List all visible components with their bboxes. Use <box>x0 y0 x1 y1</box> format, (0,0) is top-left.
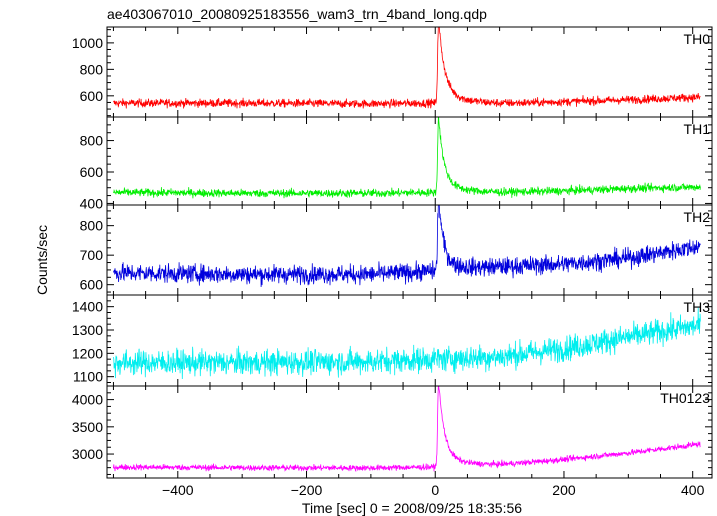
y-tick-label: 1100 <box>73 369 103 385</box>
panel-frame <box>106 385 713 479</box>
y-tick-label: 3500 <box>72 419 103 435</box>
y-tick-label: 800 <box>80 218 104 234</box>
y-tick-label: 1200 <box>72 345 103 361</box>
y-tick-label: 700 <box>80 247 104 263</box>
panel-label: TH1 <box>684 121 711 137</box>
series-line-th0 <box>113 27 701 109</box>
panel-th0123: 3000 3500 4000 TH0123 <box>72 385 713 479</box>
y-tick-label: 800 <box>80 61 104 77</box>
panel-th2: 600 700 800 TH2 <box>80 204 713 296</box>
panel-label: TH3 <box>684 299 711 315</box>
x-tick-label: −400 <box>162 482 194 498</box>
panel-label: TH0123 <box>660 390 710 406</box>
panel-th1: 400 600 800 TH1 <box>80 116 713 211</box>
y-tick-label: 3000 <box>72 446 103 462</box>
y-tick-label: 1000 <box>72 35 103 51</box>
panel-th0: 600 800 1000 TH0 <box>72 26 713 118</box>
x-tick-label: −200 <box>291 482 323 498</box>
panel-label: TH0 <box>684 31 711 47</box>
x-tick-label: 0 <box>431 482 439 498</box>
series-line-th1 <box>113 117 701 199</box>
y-tick-label: 600 <box>80 164 104 180</box>
x-axis-label: Time [sec] 0 = 2008/09/25 18:35:56 <box>302 500 522 516</box>
y-tick-label: 600 <box>80 277 104 293</box>
y-tick-label: 800 <box>80 133 104 149</box>
y-tick-label: 600 <box>80 88 104 104</box>
y-tick-label: 4000 <box>72 392 103 408</box>
panel-th3: 1100 1200 1300 1400 TH3 <box>72 294 713 387</box>
series-line-th2 <box>113 205 701 288</box>
panels-group: 600 800 1000 TH0 400 600 800 TH1 600 700 800 TH2 110… <box>72 26 713 479</box>
x-axis: −400 −200 0 200 400 <box>162 482 705 498</box>
y-tick-label: 1300 <box>72 322 103 338</box>
y-tick-label: 1400 <box>72 299 103 315</box>
y-axis-label: Counts/sec <box>34 225 50 295</box>
x-tick-label: 200 <box>552 482 576 498</box>
series-line-th0123 <box>113 386 701 473</box>
series-line-th3 <box>113 307 701 380</box>
panel-label: TH2 <box>684 209 711 225</box>
x-tick-label: 400 <box>681 482 705 498</box>
y-tick-label: 400 <box>80 195 104 211</box>
chart-title: ae403067010_20080925183556_wam3_trn_4ban… <box>107 6 487 22</box>
